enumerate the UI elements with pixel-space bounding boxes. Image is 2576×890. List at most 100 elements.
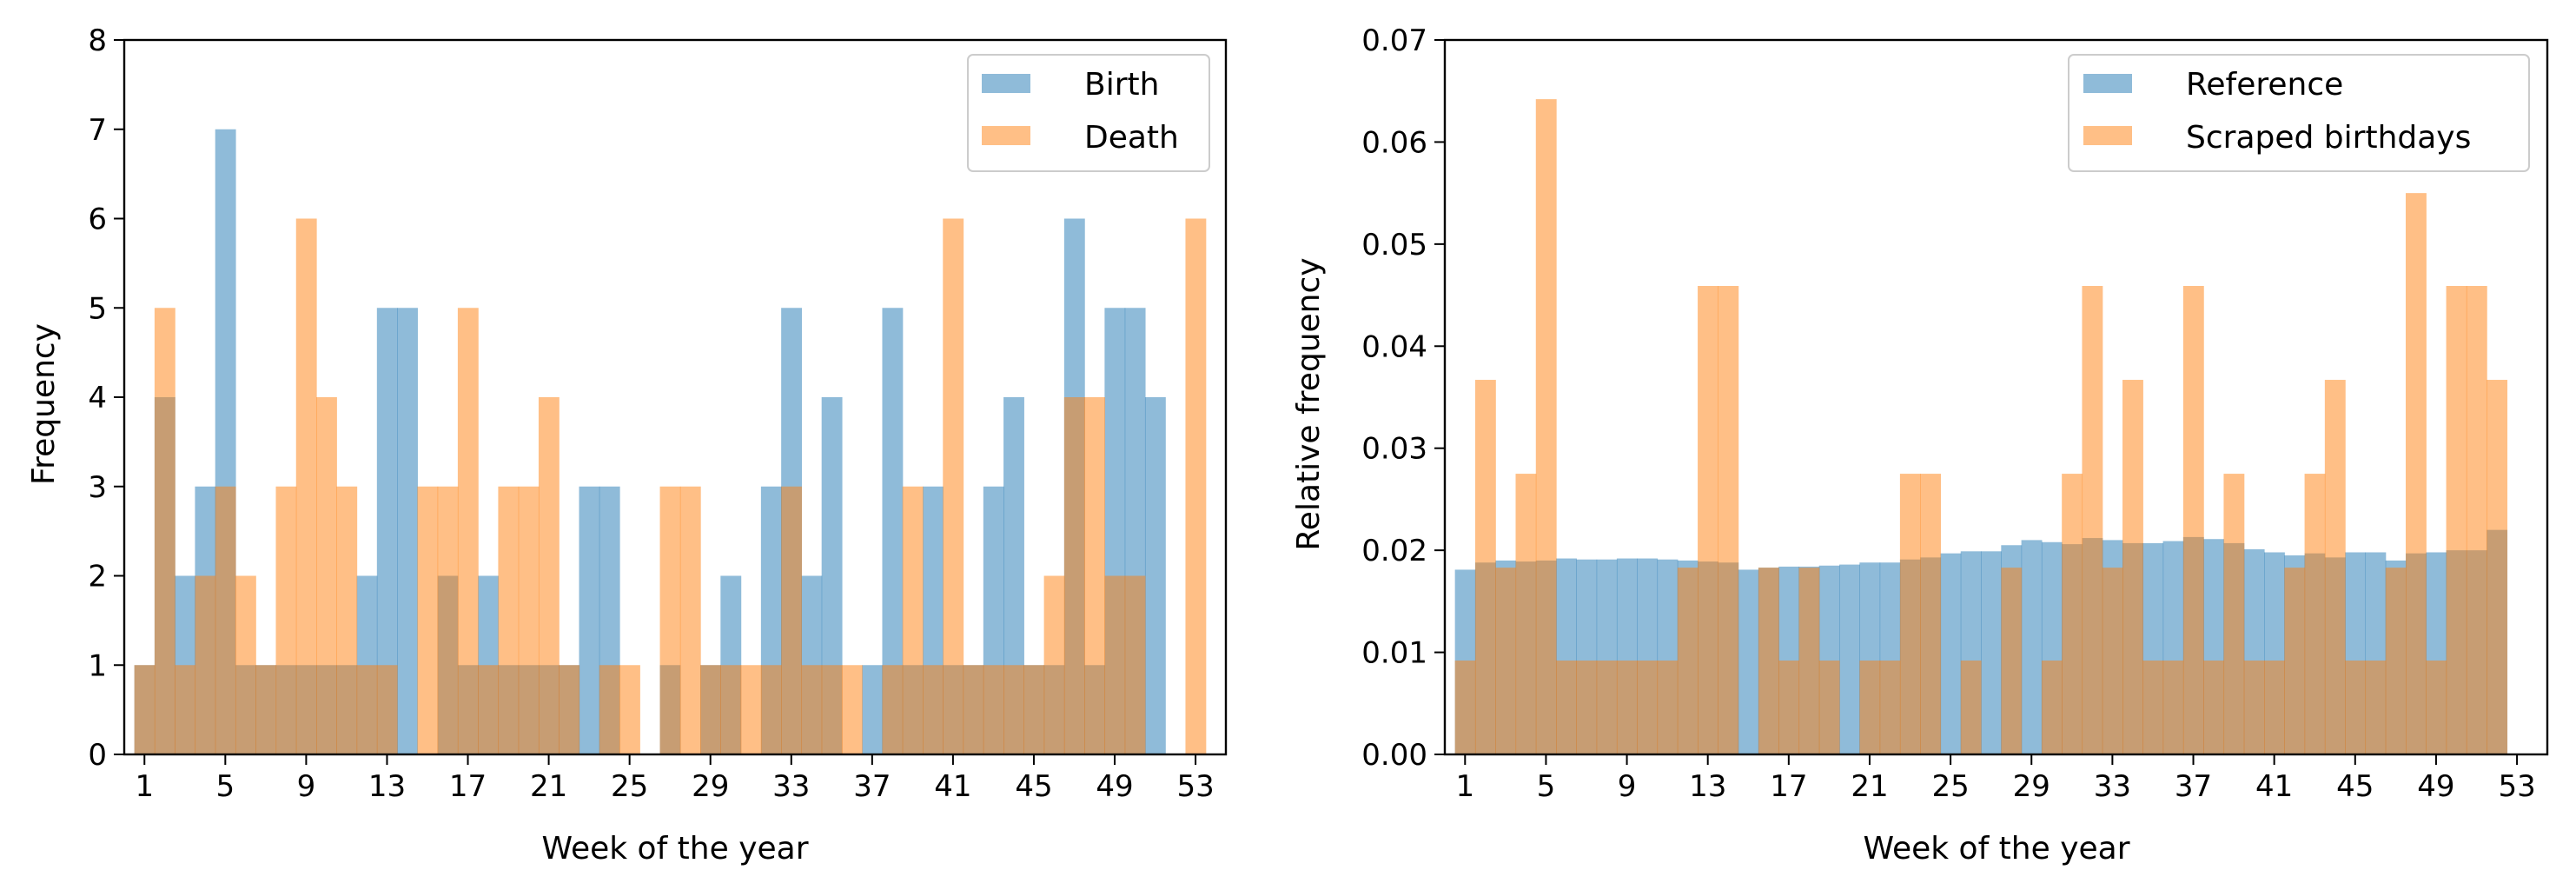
bar-death-week-11 [336, 486, 358, 754]
bar-death-week-35 [821, 665, 843, 754]
bar-death-week-29 [700, 665, 721, 754]
x-axis-label-right: Week of the year [1863, 831, 2129, 867]
bar-scraped-birthdays-week-8 [1596, 660, 1618, 754]
bar-death-week-44 [1003, 665, 1024, 754]
bar-death-week-34 [801, 665, 823, 754]
y-tick-label: 0.06 [1361, 125, 1427, 160]
y-axis-label-right: Relative frequency [1291, 257, 1327, 550]
bar-scraped-birthdays-week-16 [1758, 568, 1779, 754]
y-tick-label: 0.05 [1361, 228, 1427, 262]
bar-reference-week-15 [1738, 569, 1759, 754]
bar-scraped-birthdays-week-13 [1698, 286, 1718, 754]
bar-death-week-27 [659, 486, 681, 754]
legend-frame [2068, 54, 2530, 172]
legend-swatch-reference [2083, 74, 2132, 93]
x-tick-label: 17 [449, 769, 487, 804]
x-tick-label: 41 [934, 769, 971, 804]
bar-scraped-birthdays-week-47 [2385, 568, 2407, 754]
bar-death-week-3 [175, 665, 196, 754]
bar-death-week-46 [1043, 575, 1065, 754]
x-tick-label: 53 [2498, 769, 2535, 804]
legend-right: Reference Scraped birthdays [2068, 54, 2530, 172]
bar-reference-week-27 [1981, 551, 2002, 754]
bar-death-week-13 [376, 665, 398, 754]
bar-death-week-8 [275, 486, 297, 754]
bar-scraped-birthdays-week-17 [1778, 660, 1800, 754]
bar-birth-week-13 [376, 308, 398, 754]
bar-death-week-2 [154, 308, 175, 754]
bar-death-week-16 [437, 486, 459, 754]
bar-death-week-9 [295, 218, 317, 754]
bar-death-week-53 [1185, 218, 1207, 754]
legend-label-birth: Birth [1084, 67, 1159, 103]
legend-left: Birth Death [967, 54, 1210, 172]
x-tick-label: 5 [216, 769, 235, 804]
bars-right [1454, 99, 2508, 755]
y-tick-label: 0.04 [1361, 329, 1427, 364]
bar-scraped-birthdays-week-52 [2487, 380, 2508, 754]
bar-scraped-birthdays-week-22 [1879, 660, 1901, 754]
bar-death-week-5 [215, 486, 236, 754]
bar-death-week-41 [943, 218, 964, 754]
bar-scraped-birthdays-week-4 [1515, 474, 1537, 754]
y-tick-label: 0.07 [1361, 23, 1427, 58]
bar-scraped-birthdays-week-24 [1920, 474, 1942, 754]
bar-death-week-40 [923, 665, 944, 754]
bar-death-week-50 [1124, 575, 1146, 754]
bar-death-week-32 [760, 665, 782, 754]
bar-scraped-birthdays-week-44 [2324, 380, 2346, 754]
x-tick-label: 33 [2094, 769, 2131, 804]
bar-scraped-birthdays-week-32 [2082, 286, 2103, 754]
bar-reference-week-29 [2021, 540, 2043, 754]
y-tick-label: 6 [88, 203, 107, 237]
bar-scraped-birthdays-week-28 [2001, 568, 2023, 754]
bar-scraped-birthdays-week-26 [1960, 660, 1982, 754]
bar-scraped-birthdays-week-38 [2203, 660, 2225, 754]
bar-scraped-birthdays-week-30 [2041, 660, 2063, 754]
x-tick-label: 17 [1770, 769, 1807, 804]
bar-death-week-47 [1063, 397, 1085, 754]
x-tick-label: 21 [530, 769, 567, 804]
bar-death-week-33 [781, 486, 803, 754]
bar-death-week-45 [1023, 665, 1045, 754]
bar-death-week-43 [983, 665, 1004, 754]
bar-scraped-birthdays-week-18 [1798, 568, 1820, 754]
bar-death-week-6 [235, 575, 256, 754]
bar-scraped-birthdays-week-31 [2062, 474, 2083, 754]
bar-death-week-36 [841, 665, 863, 754]
x-tick-label: 49 [1096, 769, 1133, 804]
x-tick-label: 9 [1618, 769, 1637, 804]
x-tick-label: 1 [1455, 769, 1474, 804]
bar-scraped-birthdays-week-41 [2264, 660, 2285, 754]
x-tick-label: 37 [2175, 769, 2212, 804]
legend-swatch-death [982, 126, 1030, 145]
bar-death-week-10 [316, 397, 337, 754]
bar-reference-week-20 [1839, 564, 1860, 754]
bar-death-week-19 [498, 486, 520, 754]
bar-scraped-birthdays-week-34 [2122, 380, 2143, 754]
x-tick-label: 5 [1537, 769, 1556, 804]
bar-death-week-39 [902, 486, 924, 754]
bar-death-week-30 [720, 665, 742, 754]
bar-scraped-birthdays-week-14 [1718, 286, 1739, 754]
bar-scraped-birthdays-week-51 [2466, 286, 2487, 754]
bar-death-week-49 [1104, 575, 1126, 754]
y-tick-label: 2 [88, 560, 107, 594]
x-tick-label: 45 [1015, 769, 1052, 804]
y-tick-label: 0.00 [1361, 738, 1427, 773]
legend-label-scraped: Scraped birthdays [2186, 120, 2471, 156]
x-tick-label: 1 [135, 769, 154, 804]
bar-birth-week-37 [862, 665, 884, 754]
bar-scraped-birthdays-week-36 [2162, 660, 2184, 754]
bar-scraped-birthdays-week-50 [2446, 286, 2467, 754]
y-tick-label: 7 [88, 113, 107, 148]
bar-scraped-birthdays-week-9 [1616, 660, 1638, 754]
bar-scraped-birthdays-week-43 [2304, 474, 2326, 754]
bar-death-week-48 [1084, 397, 1106, 754]
bar-scraped-birthdays-week-39 [2223, 474, 2245, 754]
y-tick-label: 0.03 [1361, 432, 1427, 467]
bar-scraped-birthdays-week-11 [1657, 660, 1679, 754]
bar-scraped-birthdays-week-12 [1677, 568, 1699, 754]
